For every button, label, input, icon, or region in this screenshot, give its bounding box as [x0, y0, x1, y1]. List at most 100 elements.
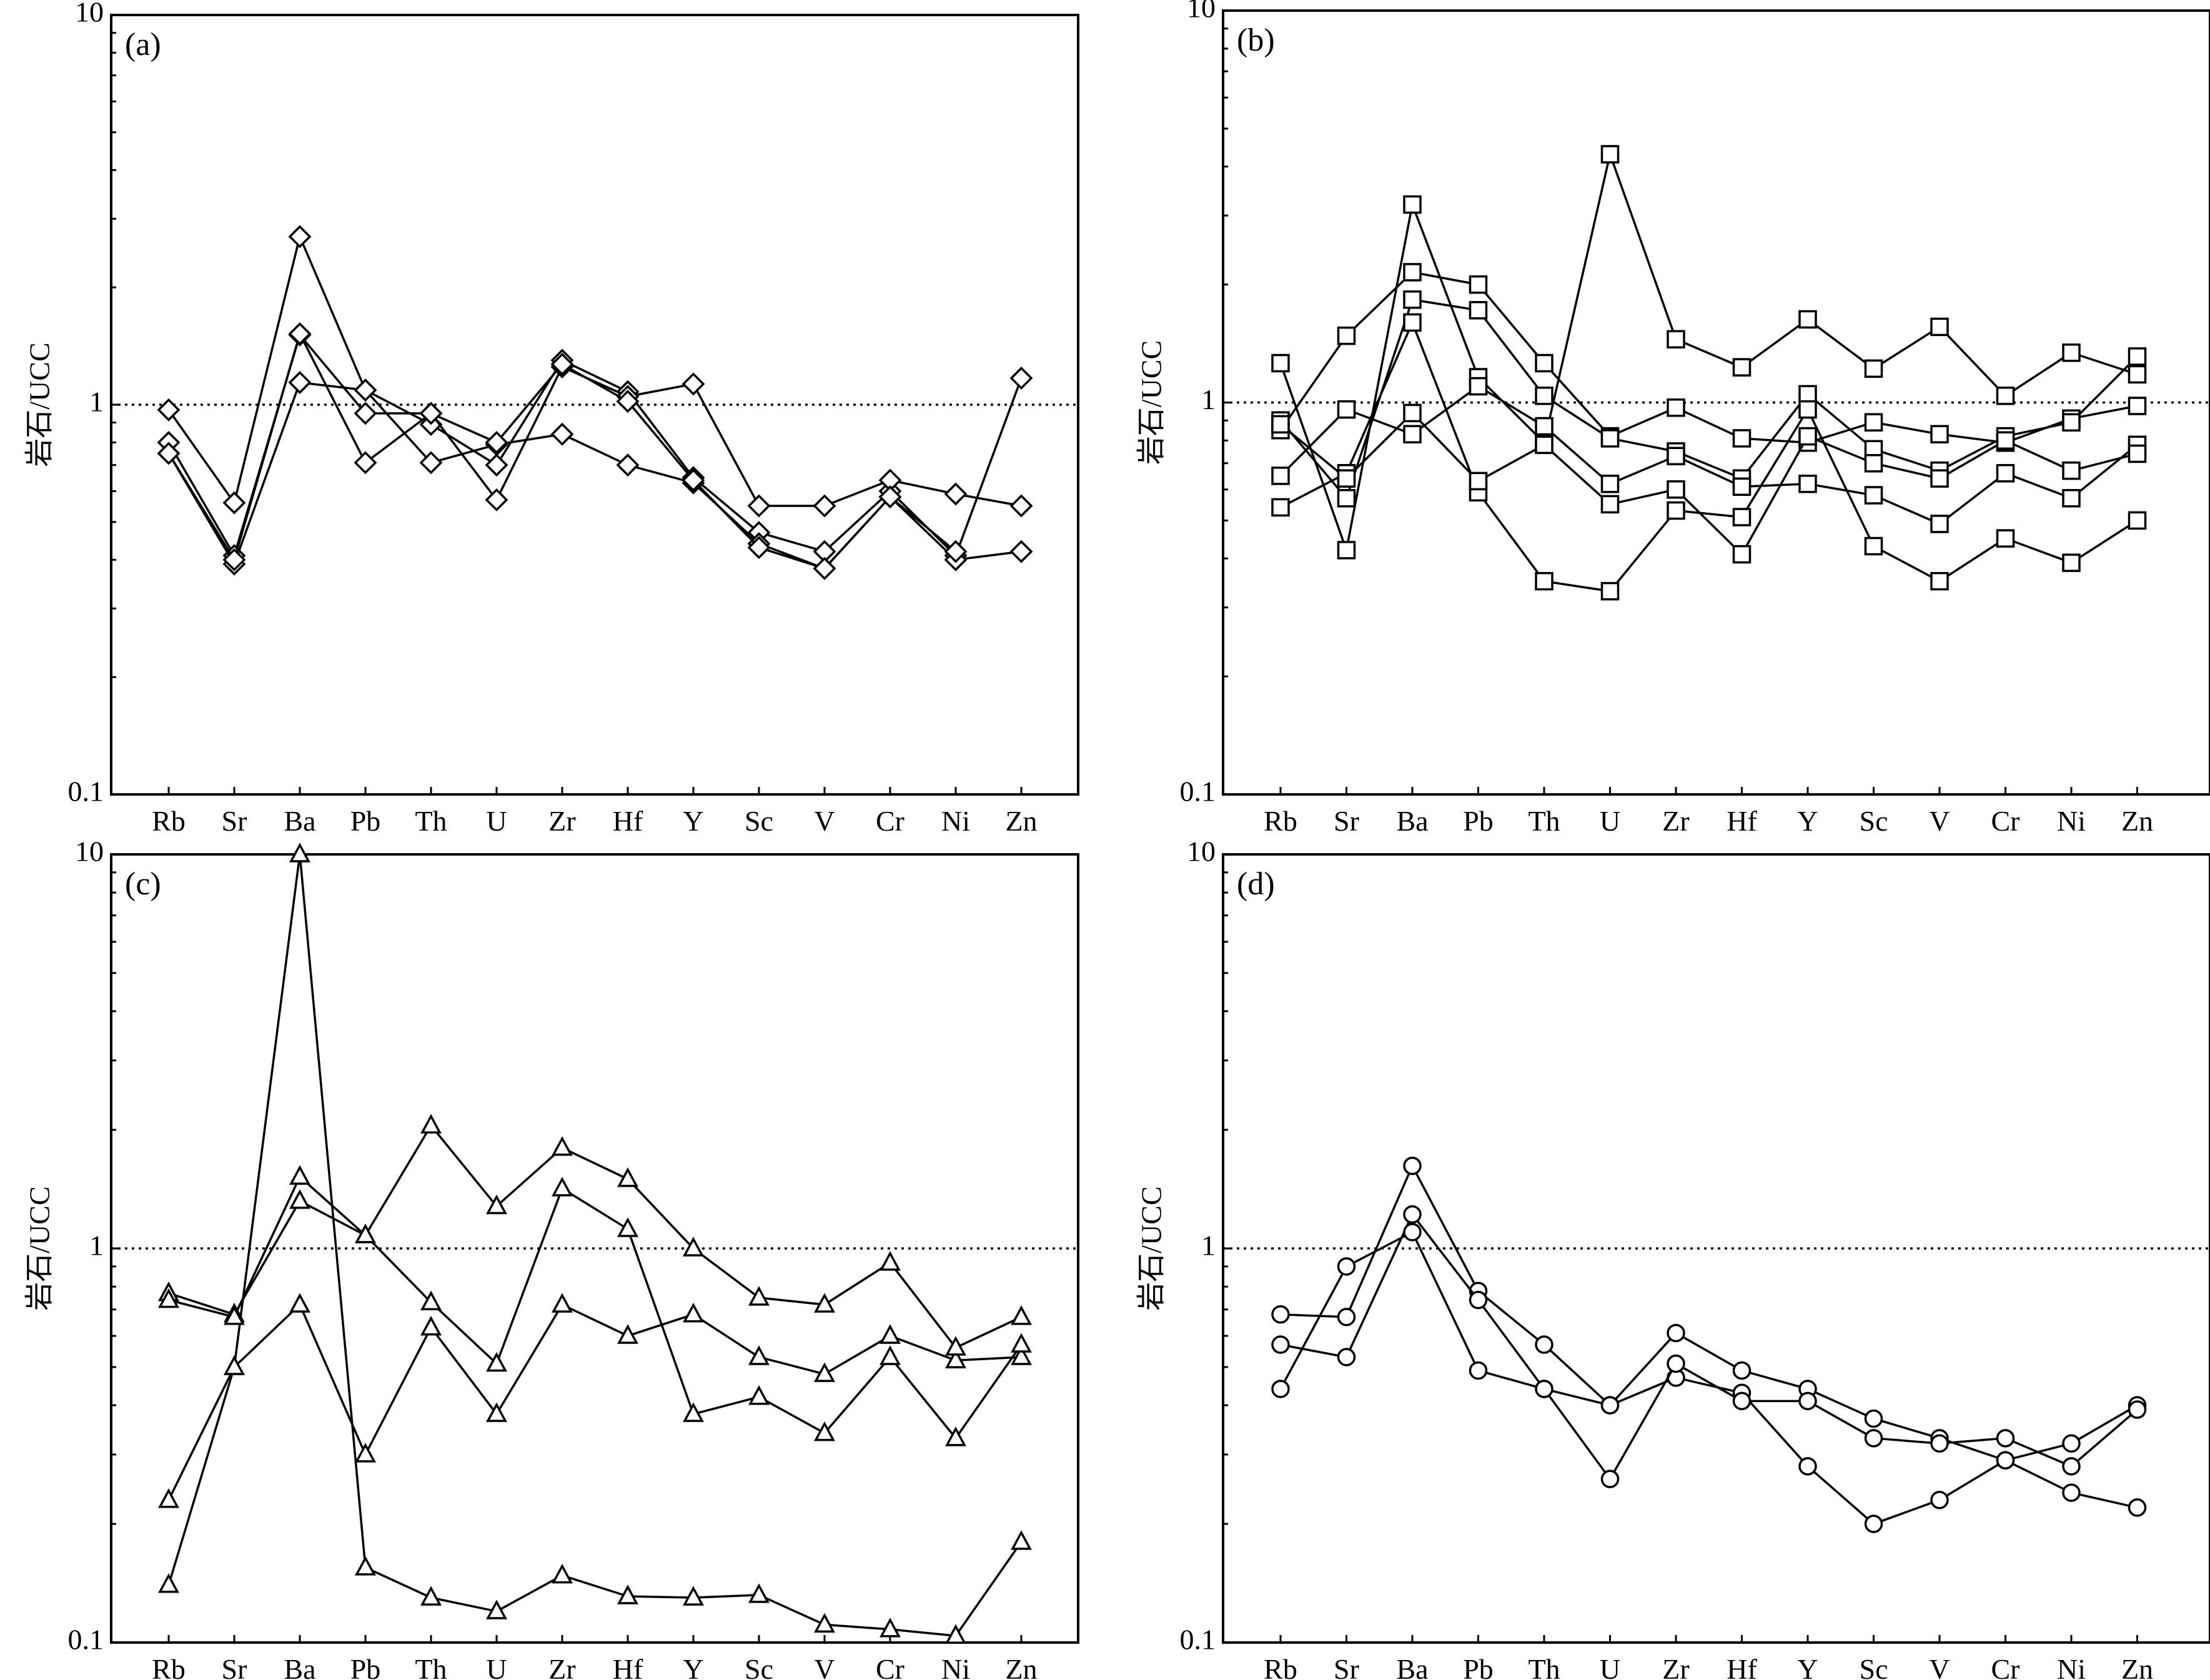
series-3: [158, 1114, 1032, 1356]
data-point: [420, 1114, 442, 1134]
series-1: [158, 842, 1032, 1644]
data-point: [1600, 429, 1620, 448]
x-tick-label: Zn: [1005, 1653, 1037, 1680]
data-point: [1469, 275, 1488, 294]
data-point: [1996, 463, 2015, 483]
data-point: [354, 451, 377, 475]
data-point: [486, 1402, 507, 1422]
data-point: [288, 225, 312, 249]
series-6: [1271, 403, 2147, 564]
data-point: [1403, 425, 1422, 444]
panel-a: 0.1 1 10 Rb Sr Ba Pb Th U Zr Hf Y Sc V Cr Ni Zn 岩石/UCC (a): [24, 0, 1079, 837]
data-point: [945, 1348, 966, 1368]
x-tick-label: Zr: [1662, 805, 1689, 837]
data-point: [1337, 1348, 1356, 1366]
data-point: [1930, 317, 1949, 337]
data-point: [1337, 1307, 1356, 1327]
data-point: [2128, 365, 2147, 384]
data-point: [1535, 435, 1553, 454]
x-tick-label: Th: [415, 1653, 447, 1680]
data-point: [1996, 431, 2015, 450]
panel-b: 0.1 1 10 Rb Sr Ba Pb Th U Zr Hf Y Sc V Cr Ni Zn 岩石/UCC (b): [1136, 0, 2210, 837]
data-point: [1403, 195, 1422, 214]
panel-c: 0.1 1 10 Rb Sr Ba Pb Th U Zr Hf Y Sc V Cr Ni Zn 岩石/UCC (c): [24, 836, 1079, 1680]
data-point: [880, 1618, 901, 1638]
data-point: [683, 1302, 704, 1323]
data-point: [420, 1586, 442, 1606]
data-point: [224, 1305, 245, 1325]
data-point: [2062, 1457, 2081, 1476]
data-point: [157, 442, 181, 465]
data-point: [813, 556, 836, 580]
data-point: [289, 842, 310, 862]
data-point: [1600, 145, 1620, 164]
data-point: [617, 1217, 638, 1237]
data-point: [2128, 1498, 2147, 1517]
data-point: [880, 1345, 901, 1365]
x-tick-label: Y: [1797, 805, 1818, 837]
series-line: [1279, 412, 2138, 556]
y-tick-label: 1: [89, 386, 104, 418]
data-point: [814, 1421, 835, 1441]
data-point: [1667, 1354, 1685, 1373]
series-line: [1280, 321, 2138, 593]
y-tick-label: 0.1: [1180, 776, 1216, 808]
x-tick-label: Rb: [1264, 1653, 1297, 1680]
y-axis-title: 岩石/UCC: [1136, 1186, 1167, 1310]
data-point: [814, 1362, 835, 1382]
y-axis-title: 岩石/UCC: [24, 1186, 56, 1310]
data-point: [1667, 447, 1685, 466]
data-point: [747, 536, 771, 560]
data-point: [1864, 486, 1883, 505]
y-tick-label: 10: [75, 0, 104, 28]
data-point: [1930, 515, 1949, 533]
data-point: [2128, 1400, 2147, 1419]
data-point: [1930, 469, 1949, 488]
data-point: [683, 1402, 704, 1422]
data-point: [1600, 1470, 1620, 1488]
data-point: [1337, 469, 1356, 488]
data-point: [880, 1251, 901, 1271]
data-point: [1798, 385, 1817, 403]
data-point: [1535, 1380, 1553, 1398]
data-point: [1864, 1409, 1883, 1428]
data-point: [1469, 377, 1488, 396]
series-line: [167, 235, 1023, 557]
data-point: [552, 1177, 573, 1197]
data-point: [1011, 1530, 1032, 1550]
data-point: [1469, 1290, 1488, 1310]
data-point: [419, 451, 443, 475]
data-point: [1996, 529, 2015, 548]
x-tick-label: Hf: [1727, 1653, 1757, 1680]
data-point: [944, 540, 968, 563]
data-point: [2062, 1434, 2081, 1453]
x-tick-label: Pb: [1463, 1653, 1494, 1680]
data-point: [617, 1584, 638, 1604]
data-point: [552, 1293, 573, 1313]
data-point: [1535, 353, 1553, 373]
x-tick-label: Sc: [1860, 1653, 1888, 1680]
data-point: [1667, 480, 1685, 499]
data-point: [2062, 1483, 2081, 1502]
series-line: [1280, 1213, 2138, 1525]
data-point: [1996, 1451, 2015, 1470]
data-point: [748, 1286, 770, 1306]
data-point: [748, 1583, 770, 1603]
y-tick-label: 10: [1187, 0, 1216, 24]
y-tick-label: 0.1: [68, 1624, 104, 1656]
data-point: [1403, 313, 1422, 332]
data-point: [1535, 387, 1553, 405]
data-point: [158, 1488, 179, 1508]
data-point: [2062, 413, 2081, 432]
data-point: [1732, 545, 1752, 564]
data-point: [1271, 1380, 1290, 1398]
series-line: [1279, 1231, 2138, 1480]
data-point: [617, 1167, 638, 1187]
data-point: [288, 371, 312, 394]
data-point: [813, 494, 836, 518]
x-tick-label: V: [1929, 805, 1950, 837]
x-tick-label: U: [486, 1653, 507, 1680]
series-3: [1271, 1223, 2147, 1488]
y-tick-label: 0.1: [1180, 1624, 1216, 1656]
